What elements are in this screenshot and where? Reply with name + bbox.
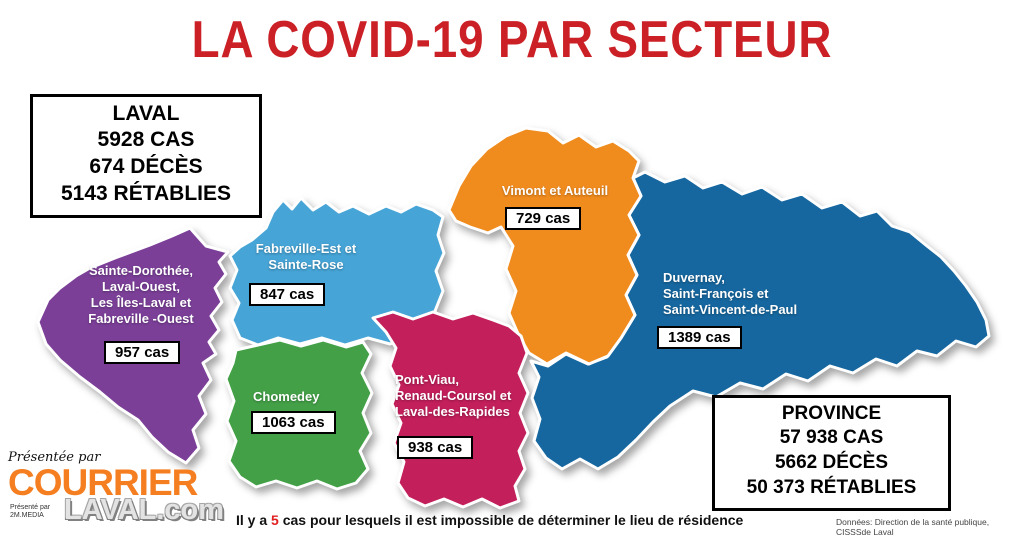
cases-badge-pont-viau: 938 cas [397,436,474,459]
footer-note-suffix: cas pour lesquels il est impossible de d… [278,512,744,528]
region-pont-viau-shape [371,310,530,510]
region-name-line: Fabreville -Ouest [88,311,194,326]
logo-laval-wordmark: LAVAL.com [64,494,225,526]
logo-presented-by: Présentée par [8,450,101,465]
province-stats-box: PROVINCE 57 938 CAS 5662 DÉCÈS 50 373 RÉ… [712,395,951,511]
footer-note: Il y a 5 cas pour lesquels il est imposs… [236,512,743,528]
region-name-line: Vimont et Auteuil [501,183,609,198]
region-label-chomedey: Chomedey [253,389,319,405]
region-name-line: Sainte-Dorothée, [88,263,193,278]
region-name-line: Saint-Vincent-de-Paul [663,302,798,317]
region-label-sainte-dorothee: Sainte-Dorothée, Laval-Ouest, Les Îles-L… [68,263,214,327]
laval-stats-title: LAVAL [112,102,180,125]
infographic-title: LA COVID-19 PAR SECTEUR [191,11,833,69]
region-label-duvernay: Duvernay, Saint-François et Saint-Vincen… [663,270,797,318]
region-fabreville-est-sainte-rose-shape [228,196,446,347]
region-name-line: Renaud-Coursol et [395,388,512,403]
data-source: Données: Direction de la santé publique,… [836,517,990,536]
province-recovered: 50 373 RÉTABLIES [746,477,917,498]
region-name-line: Laval-Ouest, [101,279,181,294]
region-label-vimont-auteuil: Vimont et Auteuil [494,183,616,199]
region-name-line: Pont-Viau, [395,372,460,387]
cases-badge-duvernay: 1389 cas [657,326,742,349]
cases-badge-sainte-dorothee: 957 cas [104,341,181,364]
province-stats-title: PROVINCE [781,403,882,424]
region-label-fabreville-est: Fabreville-Est et Sainte-Rose [240,241,372,273]
region-name-line: Chomedey [253,389,320,404]
region-name-line: Laval-des-Rapides [395,404,510,419]
logo-subtext: Présenté par 2M.MEDIA [10,504,51,519]
province-deaths: 5662 DÉCÈS [774,452,888,473]
region-vimont-auteuil-shape [447,126,643,366]
region-name-line: Fabreville-Est et [255,241,357,256]
region-name-line: Sainte-Rose [268,257,344,272]
region-name-line: Saint-François et [663,286,769,301]
laval-cases: 5928 CAS [97,128,195,151]
province-cases: 57 938 CAS [779,427,884,448]
laval-deaths: 674 DÉCÈS [89,155,203,178]
cases-badge-chomedey: 1063 cas [251,411,336,434]
region-name-line: Les Îles-Laval et [90,295,192,310]
cases-badge-fabreville-est: 847 cas [249,283,326,306]
laval-recovered: 5143 RÉTABLIES [61,182,231,205]
cases-badge-vimont-auteuil: 729 cas [505,207,582,230]
region-label-pont-viau: Pont-Viau, Renaud-Coursol et Laval-des-R… [395,372,511,420]
laval-stats-box: LAVAL 5928 CAS 674 DÉCÈS 5143 RÉTABLIES [30,94,262,218]
footer-note-count: 5 [271,512,279,528]
logo-courrier-wordmark: COURRIER [8,462,198,503]
courrier-laval-logo: Présentée par COURRIER Présenté par 2M.M… [8,450,225,527]
region-name-line: Duvernay, [663,270,725,285]
footer-note-prefix: Il y a [236,512,272,528]
